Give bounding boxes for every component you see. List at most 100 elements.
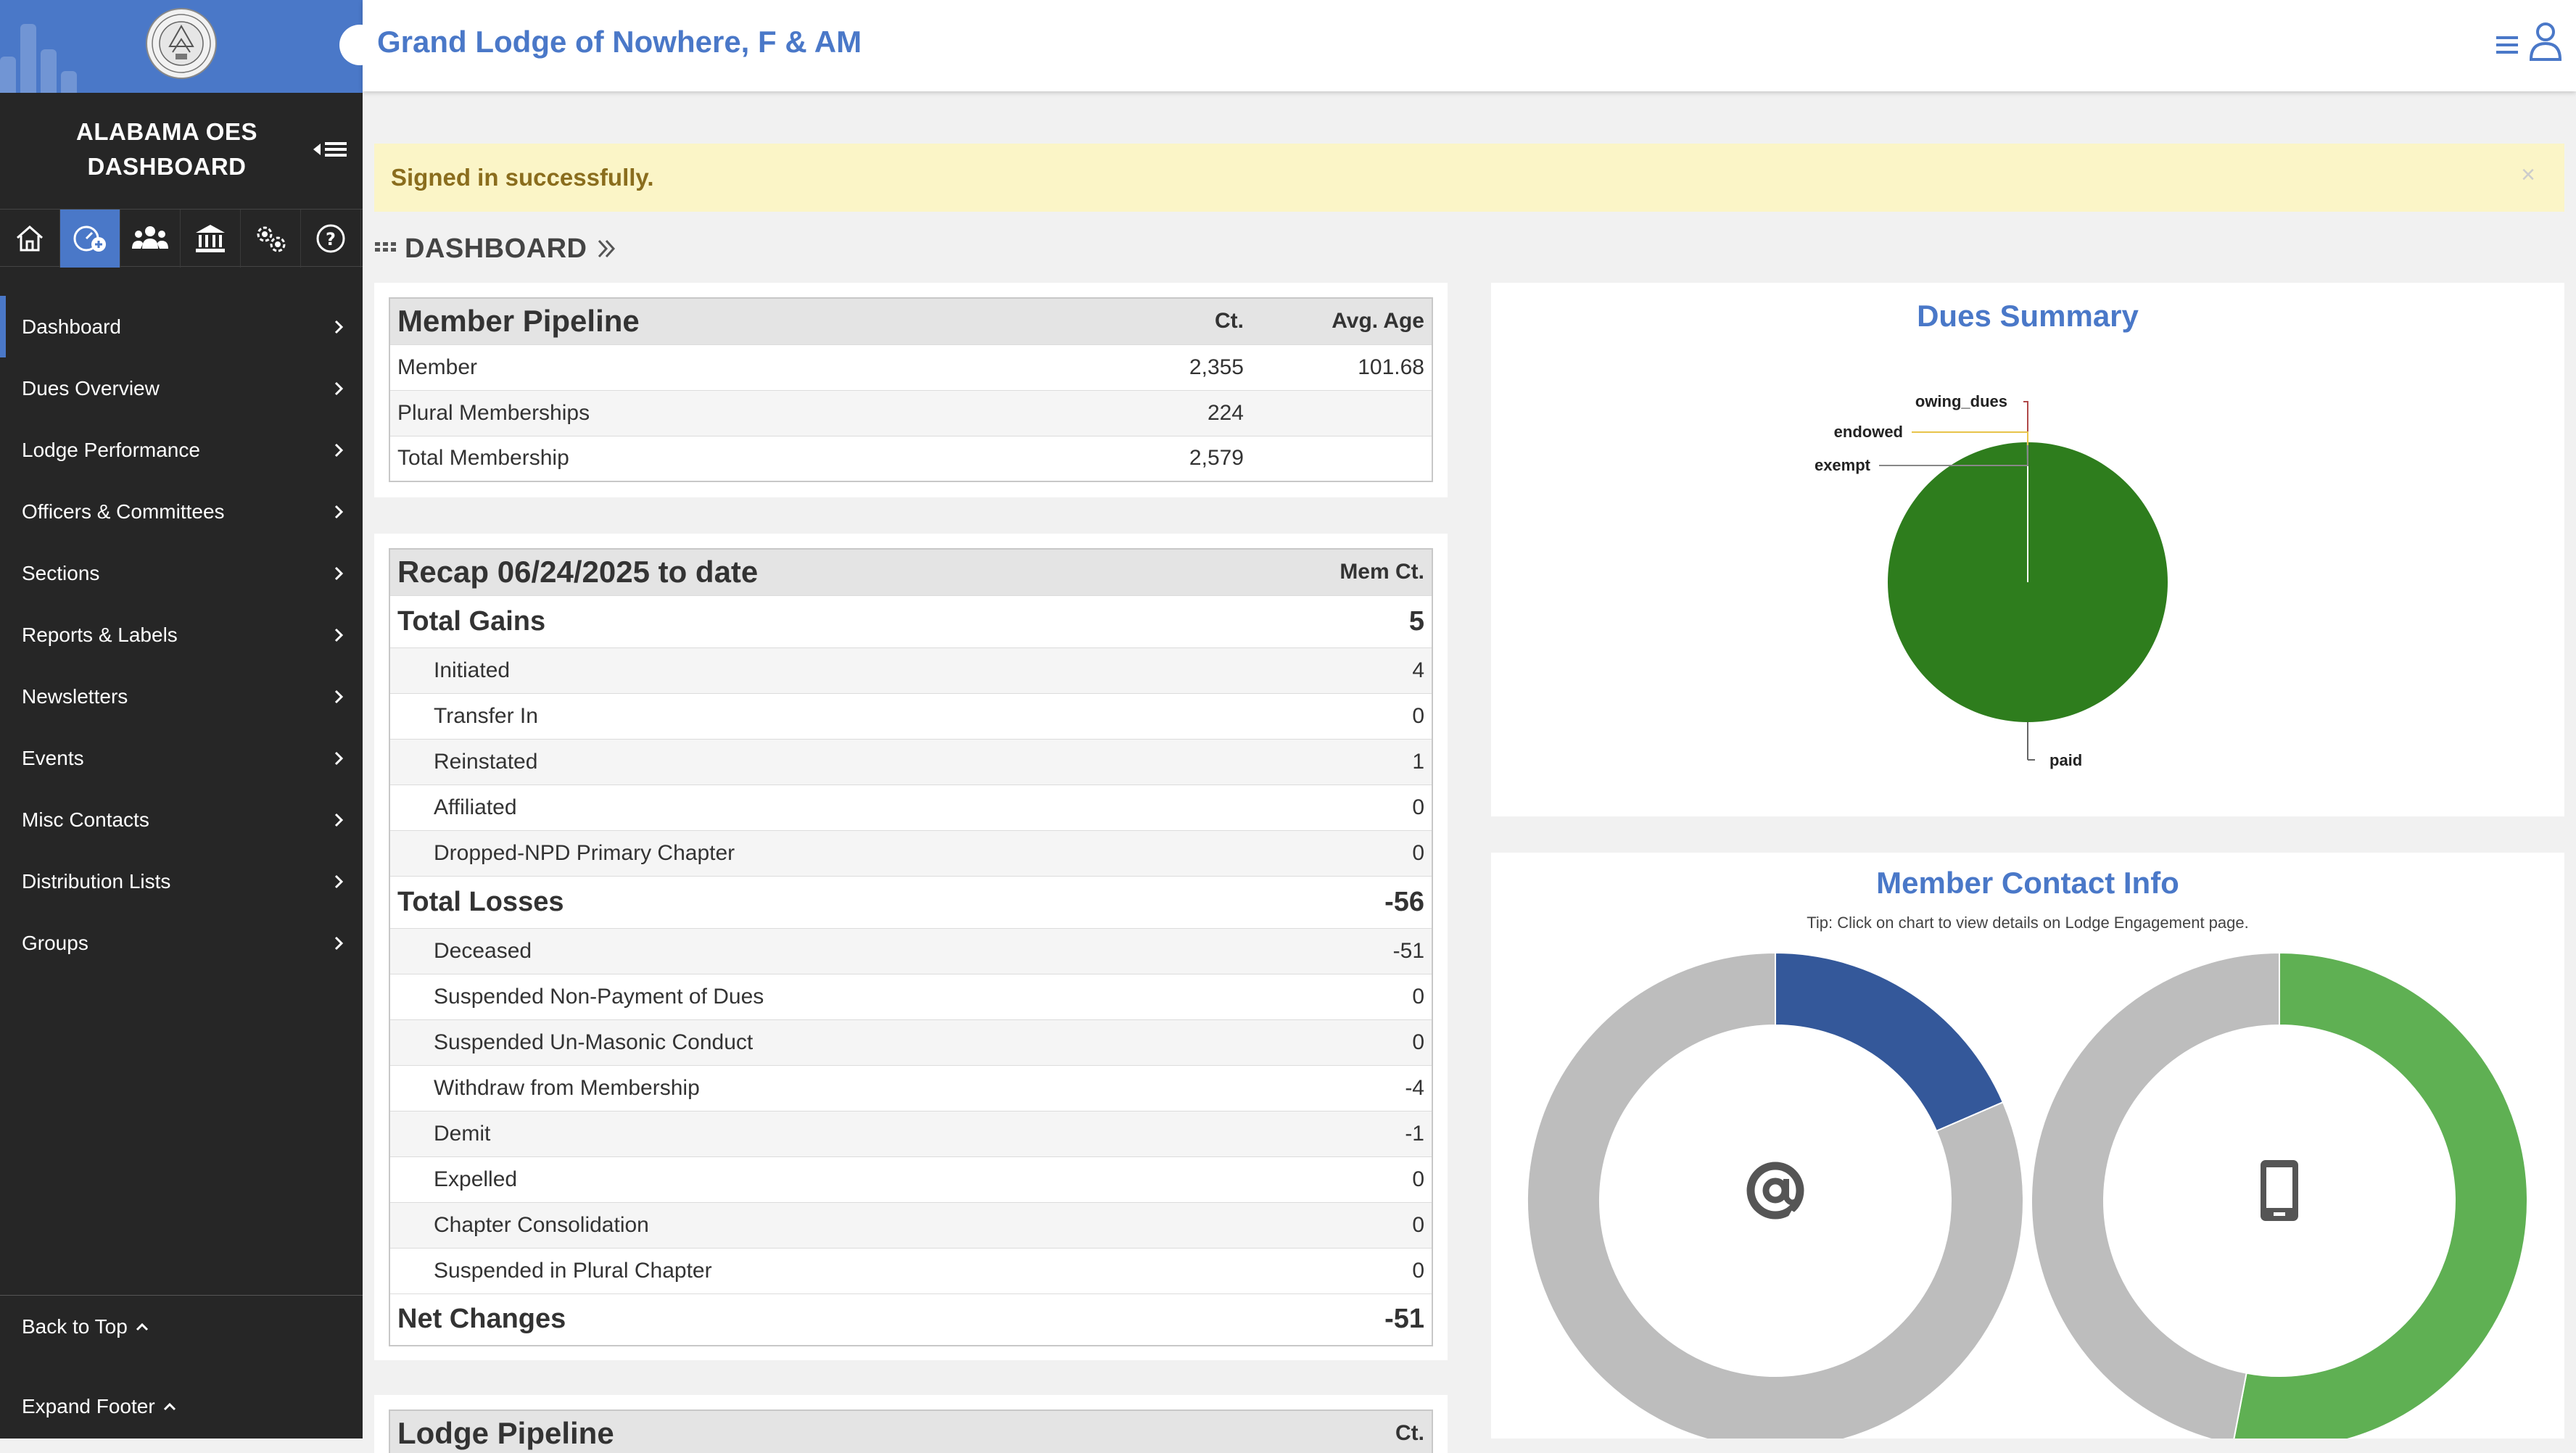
sidebar-item-misc-contacts[interactable]: Misc Contacts bbox=[0, 789, 363, 850]
svg-text:exempt: exempt bbox=[1815, 456, 1871, 474]
recap-table: Recap 06/24/2025 to date Mem Ct. Total G… bbox=[389, 548, 1433, 1346]
sidebar-item-events[interactable]: Events bbox=[0, 727, 363, 789]
members-icon[interactable] bbox=[120, 210, 181, 268]
lodge-building-icon[interactable] bbox=[181, 210, 241, 268]
row-label: Initiated bbox=[389, 647, 1244, 693]
sidebar-item-newsletters[interactable]: Newsletters bbox=[0, 666, 363, 727]
row-label: Affiliated bbox=[389, 785, 1244, 830]
grid-apps-icon bbox=[374, 240, 397, 257]
sidebar-item-reports-labels[interactable]: Reports & Labels bbox=[0, 604, 363, 666]
sidebar-toggle-knob[interactable] bbox=[339, 25, 380, 65]
row-value: 1 bbox=[1244, 739, 1432, 785]
org-title-line2: DASHBOARD bbox=[0, 149, 334, 184]
row-label: Suspended Non-Payment of Dues bbox=[389, 974, 1244, 1019]
row-value: 4 bbox=[1244, 647, 1432, 693]
sidebar-item-label: Newsletters bbox=[22, 685, 128, 708]
sidebar-item-label: Officers & Committees bbox=[22, 500, 225, 523]
hamburger-menu-icon[interactable] bbox=[2495, 32, 2519, 58]
logo-banner bbox=[0, 0, 363, 93]
chevron-right-icon bbox=[334, 319, 344, 335]
row-ct: 224 bbox=[1077, 390, 1251, 436]
row-value: 0 bbox=[1244, 1248, 1432, 1293]
sidebar-item-label: Groups bbox=[22, 932, 88, 955]
help-icon[interactable]: ? bbox=[301, 210, 361, 268]
back-to-top-link[interactable]: Back to Top bbox=[22, 1315, 149, 1338]
success-alert: Signed in successfully. × bbox=[374, 144, 2564, 212]
member-contact-card: Member Contact Info Tip: Click on chart … bbox=[1491, 853, 2564, 1438]
row-label: Total Membership bbox=[389, 436, 1077, 481]
settings-gears-icon[interactable] bbox=[241, 210, 301, 268]
alert-message: Signed in successfully. bbox=[391, 164, 654, 191]
chevron-up-icon bbox=[135, 1322, 149, 1332]
row-value: 0 bbox=[1244, 785, 1432, 830]
sidebar-item-distribution-lists[interactable]: Distribution Lists bbox=[0, 850, 363, 912]
email-at-icon bbox=[1751, 1166, 1800, 1220]
sidebar-item-groups[interactable]: Groups bbox=[0, 912, 363, 974]
chevron-right-icon bbox=[334, 874, 344, 890]
site-title[interactable]: Grand Lodge of Nowhere, F & AM bbox=[377, 25, 862, 59]
member-contact-donut-charts[interactable] bbox=[1491, 853, 2564, 1438]
breadcrumb-label[interactable]: DASHBOARD bbox=[405, 233, 587, 265]
chevron-right-icon bbox=[334, 627, 344, 643]
sidebar-item-label: Dues Overview bbox=[22, 377, 160, 400]
row-value: -1 bbox=[1244, 1111, 1432, 1156]
sidebar-item-label: Reports & Labels bbox=[22, 624, 178, 647]
member-pipeline-title: Member Pipeline bbox=[389, 298, 1077, 344]
row-value: -51 bbox=[1244, 928, 1432, 974]
sidebar-nav: Dashboard Dues Overview Lodge Performance O… bbox=[0, 296, 363, 974]
home-icon[interactable] bbox=[0, 210, 60, 268]
dashboard-gauge-icon[interactable] bbox=[60, 210, 120, 268]
chevron-right-icon bbox=[334, 381, 344, 397]
sidebar-item-officers-committees[interactable]: Officers & Committees bbox=[0, 481, 363, 542]
lodge-pipeline-card: Lodge Pipeline Ct. bbox=[374, 1395, 1448, 1453]
donut-email-segment-0[interactable] bbox=[1775, 953, 2003, 1131]
row-avg-age: 101.68 bbox=[1251, 344, 1432, 390]
svg-text:paid: paid bbox=[2049, 751, 2082, 769]
row-value: -4 bbox=[1244, 1065, 1432, 1111]
row-avg-age bbox=[1251, 436, 1432, 481]
chevron-right-icon bbox=[334, 566, 344, 581]
col-ct-header: Ct. bbox=[1077, 298, 1251, 344]
mobile-phone-icon bbox=[2261, 1160, 2298, 1221]
row-label: Total Gains bbox=[389, 595, 1244, 647]
collapse-sidebar-icon[interactable] bbox=[310, 135, 351, 164]
row-label: Suspended in Plural Chapter bbox=[389, 1248, 1244, 1293]
row-value: 0 bbox=[1244, 1019, 1432, 1065]
svg-text:owing_dues: owing_dues bbox=[1915, 392, 2007, 410]
chevron-right-icon bbox=[334, 750, 344, 766]
sidebar-item-dashboard[interactable]: Dashboard bbox=[0, 296, 363, 357]
double-chevron-right-icon[interactable] bbox=[595, 238, 619, 260]
net-changes-row: Net Changes-51 bbox=[389, 1293, 1432, 1346]
pie-label-owing-dues: owing_dues bbox=[1915, 392, 2028, 445]
row-value: -51 bbox=[1244, 1293, 1432, 1346]
col-mem-ct-header: Mem Ct. bbox=[1244, 549, 1432, 595]
sidebar-item-label: Dashboard bbox=[22, 315, 121, 339]
user-account-icon[interactable] bbox=[2528, 20, 2563, 61]
row-value: 0 bbox=[1244, 974, 1432, 1019]
sidebar-item-dues-overview[interactable]: Dues Overview bbox=[0, 357, 363, 419]
sidebar-item-lodge-performance[interactable]: Lodge Performance bbox=[0, 419, 363, 481]
row-avg-age bbox=[1251, 390, 1432, 436]
sidebar-item-label: Events bbox=[22, 747, 84, 770]
breadcrumb: DASHBOARD bbox=[374, 231, 619, 267]
chevron-right-icon bbox=[334, 442, 344, 458]
donut-phone-segment-1[interactable] bbox=[2031, 953, 2279, 1438]
svg-text:?: ? bbox=[326, 229, 336, 249]
row-label: Net Changes bbox=[389, 1293, 1244, 1346]
alert-close-button[interactable]: × bbox=[2521, 161, 2535, 189]
expand-footer-link[interactable]: Expand Footer bbox=[22, 1395, 177, 1418]
row-label: Withdraw from Membership bbox=[389, 1065, 1244, 1111]
row-label: Member bbox=[389, 344, 1077, 390]
lodge-pipeline-table: Lodge Pipeline Ct. bbox=[389, 1409, 1433, 1453]
sidebar-divider bbox=[0, 1295, 363, 1296]
sidebar-item-sections[interactable]: Sections bbox=[0, 542, 363, 604]
